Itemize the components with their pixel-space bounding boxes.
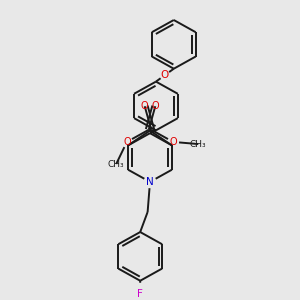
Text: F: F <box>137 289 143 299</box>
Text: CH₃: CH₃ <box>108 160 124 169</box>
Text: O: O <box>161 70 169 80</box>
Text: O: O <box>152 101 159 111</box>
Text: O: O <box>123 137 131 147</box>
Text: O: O <box>169 137 177 147</box>
Text: N: N <box>146 177 154 187</box>
Text: CH₃: CH₃ <box>190 140 207 148</box>
Text: O: O <box>141 101 148 111</box>
